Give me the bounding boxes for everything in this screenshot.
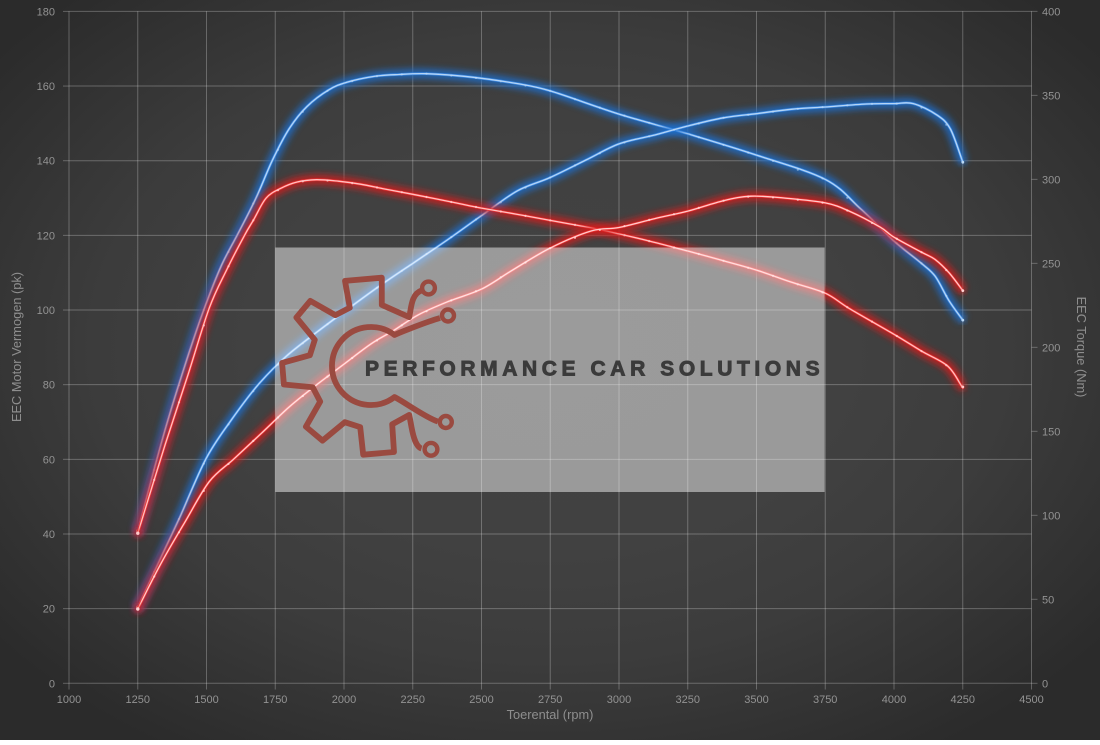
- svg-text:4250: 4250: [951, 694, 975, 706]
- svg-text:400: 400: [1042, 6, 1060, 18]
- svg-text:160: 160: [37, 81, 55, 93]
- svg-text:140: 140: [37, 156, 55, 168]
- svg-text:3250: 3250: [676, 694, 700, 706]
- svg-text:3500: 3500: [744, 694, 768, 706]
- svg-text:PERFORMANCE CAR SOLUTIONS: PERFORMANCE CAR SOLUTIONS: [365, 358, 824, 381]
- svg-text:350: 350: [1042, 90, 1060, 102]
- svg-text:EEC Torque (Nm): EEC Torque (Nm): [1074, 297, 1089, 398]
- svg-text:1500: 1500: [194, 694, 218, 706]
- svg-text:200: 200: [1042, 342, 1060, 354]
- svg-text:250: 250: [1042, 258, 1060, 270]
- svg-text:Toerental (rpm): Toerental (rpm): [507, 707, 594, 722]
- svg-text:60: 60: [43, 454, 55, 466]
- svg-text:4500: 4500: [1019, 694, 1043, 706]
- svg-text:80: 80: [43, 380, 55, 392]
- svg-text:EEC Motor Vermogen (pk): EEC Motor Vermogen (pk): [9, 272, 24, 422]
- svg-text:0: 0: [49, 678, 55, 690]
- svg-text:20: 20: [43, 604, 55, 616]
- svg-text:2750: 2750: [538, 694, 562, 706]
- svg-text:180: 180: [37, 6, 55, 18]
- svg-text:2500: 2500: [469, 694, 493, 706]
- svg-text:3000: 3000: [607, 694, 631, 706]
- svg-text:1000: 1000: [57, 694, 81, 706]
- svg-text:100: 100: [37, 305, 55, 317]
- svg-text:4000: 4000: [882, 694, 906, 706]
- svg-text:40: 40: [43, 529, 55, 541]
- svg-text:3750: 3750: [813, 694, 837, 706]
- svg-text:1750: 1750: [263, 694, 287, 706]
- svg-text:2000: 2000: [332, 694, 356, 706]
- svg-text:50: 50: [1042, 594, 1054, 606]
- svg-text:300: 300: [1042, 174, 1060, 186]
- svg-text:150: 150: [1042, 426, 1060, 438]
- svg-text:2250: 2250: [401, 694, 425, 706]
- svg-text:0: 0: [1042, 678, 1048, 690]
- svg-text:120: 120: [37, 230, 55, 242]
- svg-text:100: 100: [1042, 510, 1060, 522]
- svg-text:1250: 1250: [126, 694, 150, 706]
